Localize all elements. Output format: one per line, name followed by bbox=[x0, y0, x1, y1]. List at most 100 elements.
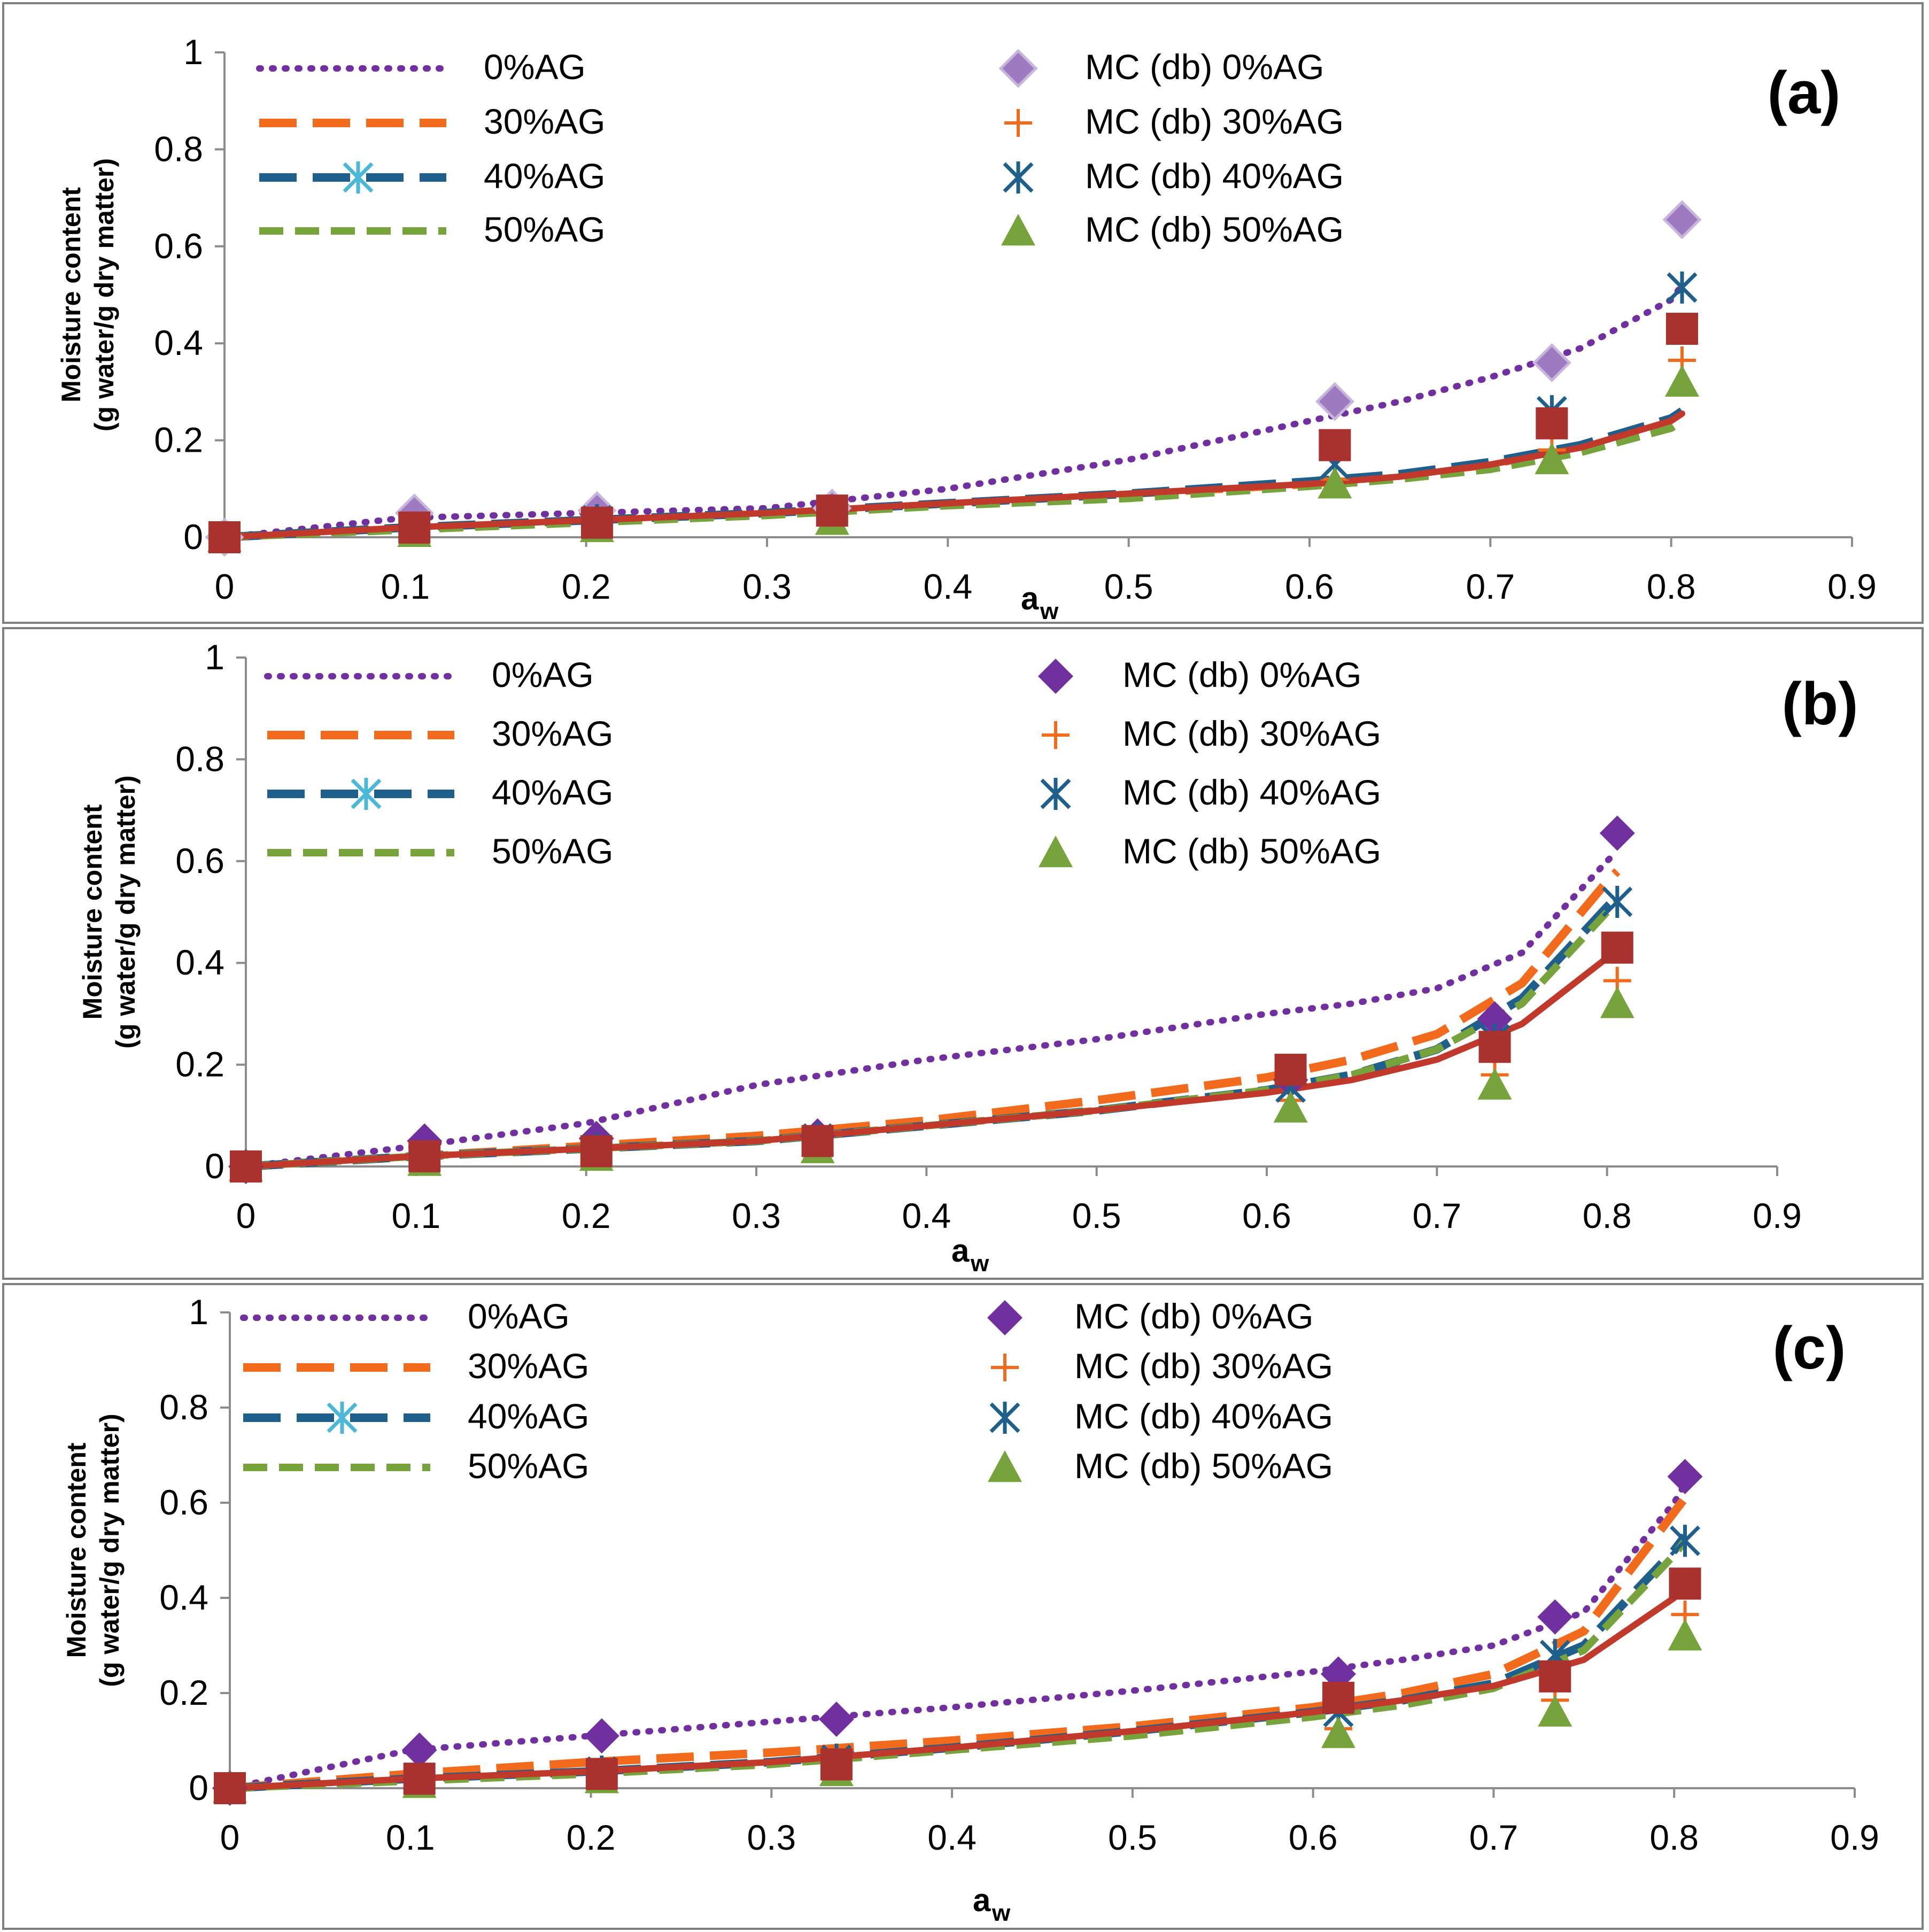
x-tick-label: 0.7 bbox=[1466, 567, 1515, 606]
marker-extra-series bbox=[214, 1567, 1701, 1804]
panel-frame bbox=[2, 1283, 1924, 1930]
panel-label: (c) bbox=[1773, 1315, 1846, 1381]
legend: 0%AG 30%AG 40%AG 50%AG MC (db) 0%AG MC (db) 3… bbox=[240, 1296, 1333, 1486]
legend-marker-label: MC (db) 30%AG bbox=[1085, 102, 1344, 141]
x-tick-label: 0.6 bbox=[1285, 567, 1334, 606]
marker-50ag bbox=[1318, 467, 1352, 499]
x-axis-title: a bbox=[973, 1882, 991, 1918]
x-tick-label: 0.8 bbox=[1647, 567, 1696, 606]
legend-line-label: 50%AG bbox=[492, 831, 613, 871]
x-tick-label: 0.6 bbox=[1242, 1196, 1291, 1235]
marker-extra bbox=[1669, 1567, 1701, 1600]
marker-30ag-series bbox=[216, 1601, 1699, 1802]
y-axis-title: Moisture content (g water/g dry matter) bbox=[61, 1413, 125, 1687]
x-tick-label: 0 bbox=[220, 1818, 240, 1857]
y-tick-label: 0 bbox=[183, 517, 203, 557]
y-tick-label: 0 bbox=[205, 1146, 224, 1186]
marker-30ag-legend-swatch bbox=[1042, 721, 1070, 749]
legend-swatch-marker bbox=[351, 778, 382, 810]
marker-extra-series bbox=[230, 931, 1633, 1183]
x-axis-title: a bbox=[951, 1233, 970, 1269]
marker-50ag bbox=[1668, 1619, 1702, 1651]
marker-50ag-legend-swatch bbox=[1039, 836, 1073, 868]
fit-line-30ag bbox=[245, 868, 1621, 1171]
y-axis-title: Moisture content (g water/g dry matter) bbox=[56, 158, 119, 431]
x-tick-label: 0.5 bbox=[1108, 1818, 1157, 1857]
legend-marker-label: MC (db) 40%AG bbox=[1122, 772, 1381, 812]
x-tick-label: 0.4 bbox=[927, 1818, 977, 1857]
fit-line-0ag bbox=[221, 282, 1685, 540]
fit-line-30ag bbox=[229, 1495, 1688, 1792]
y-tick-label: 0 bbox=[189, 1768, 208, 1807]
x-tick-label: 0.1 bbox=[386, 1818, 435, 1857]
marker-extra bbox=[230, 1150, 262, 1183]
marker-0ag bbox=[1532, 343, 1571, 383]
x-axis-title: a bbox=[1021, 581, 1039, 616]
marker-50ag-legend-swatch bbox=[1001, 214, 1035, 246]
x-tick-label: 0.2 bbox=[562, 567, 611, 606]
legend-marker-label: MC (db) 0%AG bbox=[1074, 1296, 1313, 1336]
panel-label: (a) bbox=[1768, 59, 1841, 126]
legend-line-label: 40%AG bbox=[468, 1396, 589, 1436]
x-tick-label: 0.3 bbox=[732, 1196, 781, 1235]
legend-line-label: 0%AG bbox=[468, 1296, 570, 1336]
fit-line-model bbox=[243, 944, 1621, 1170]
marker-50ag bbox=[1321, 1716, 1355, 1748]
legend-marker-label: MC (db) 30%AG bbox=[1122, 714, 1381, 753]
x-tick-label: 0.9 bbox=[1827, 567, 1877, 606]
marker-extra bbox=[1319, 429, 1351, 461]
y-tick-label: 0.2 bbox=[175, 1045, 224, 1084]
y-tick-label: 0.6 bbox=[154, 226, 203, 266]
x-tick-label: 0.3 bbox=[747, 1818, 796, 1857]
legend-line-label: 50%AG bbox=[484, 210, 605, 249]
marker-40ag-series bbox=[214, 1525, 1700, 1804]
legend: 0%AG 30%AG 40%AG 50%AG MC (db) 0%AG MC (db) 3… bbox=[264, 655, 1381, 871]
marker-extra bbox=[408, 1140, 441, 1172]
marker-extra bbox=[1274, 1054, 1307, 1086]
marker-50ag bbox=[1477, 1068, 1512, 1100]
marker-extra bbox=[820, 1748, 853, 1781]
marker-40ag bbox=[1667, 271, 1698, 304]
marker-0ag bbox=[1599, 815, 1635, 851]
y-axis-title-line2: (g water/g dry matter) bbox=[89, 158, 119, 431]
legend-line-label: 30%AG bbox=[484, 102, 605, 141]
legend: 0%AG 30%AG 40%AG 50%AG MC (db) 0%AG MC (db) 3… bbox=[256, 47, 1344, 249]
panel-frame bbox=[2, 2, 1924, 624]
legend-marker-label: MC (db) 30%AG bbox=[1074, 1346, 1333, 1386]
legend-marker-label: MC (db) 0%AG bbox=[1122, 655, 1361, 694]
y-axis-title-line1: Moisture content bbox=[56, 187, 86, 403]
x-tick-label: 0 bbox=[215, 567, 235, 606]
y-tick-label: 1 bbox=[183, 32, 203, 72]
marker-extra bbox=[801, 1125, 834, 1157]
x-tick-label: 0.1 bbox=[381, 567, 430, 606]
x-tick-label: 0.7 bbox=[1412, 1196, 1461, 1235]
x-tick-label: 0 bbox=[236, 1196, 256, 1235]
marker-50ag bbox=[1600, 986, 1634, 1018]
panel-b: 0 0.2 0.4 0.6 0.8 1 0 0.1 0.2 0.3 0.4 0.5 0.6 0.7 0.8 0… bbox=[2, 627, 1924, 1280]
y-axis-title-line1: Moisture content bbox=[61, 1442, 91, 1658]
y-axis-title: Moisture content (g water/g dry matter) bbox=[78, 775, 141, 1048]
legend-line-label: 40%AG bbox=[484, 156, 605, 196]
x-tick-label: 0.8 bbox=[1649, 1818, 1699, 1857]
marker-50ag bbox=[1273, 1091, 1308, 1123]
legend-marker-label: MC (db) 50%AG bbox=[1074, 1446, 1333, 1486]
y-tick-label: 1 bbox=[205, 637, 224, 677]
marker-extra bbox=[1665, 312, 1698, 345]
marker-40ag-legend-swatch bbox=[1003, 161, 1034, 194]
marker-extra bbox=[398, 511, 431, 544]
fit-line-0ag bbox=[227, 1480, 1688, 1791]
y-tick-label: 0.4 bbox=[154, 323, 203, 362]
marker-40ag-series bbox=[209, 271, 1698, 553]
y-tick-label: 0.6 bbox=[175, 841, 224, 880]
marker-50ag bbox=[1664, 365, 1699, 397]
marker-0ag bbox=[584, 1718, 619, 1754]
marker-extra bbox=[208, 521, 241, 553]
x-tick-label: 0.8 bbox=[1583, 1196, 1632, 1235]
marker-extra bbox=[580, 506, 613, 539]
marker-extra bbox=[1536, 407, 1568, 439]
marker-40ag bbox=[1602, 885, 1633, 918]
legend-marker-label: MC (db) 40%AG bbox=[1085, 156, 1344, 196]
legend-swatch-marker bbox=[327, 1402, 358, 1434]
marker-40ag-legend-swatch bbox=[989, 1402, 1020, 1434]
